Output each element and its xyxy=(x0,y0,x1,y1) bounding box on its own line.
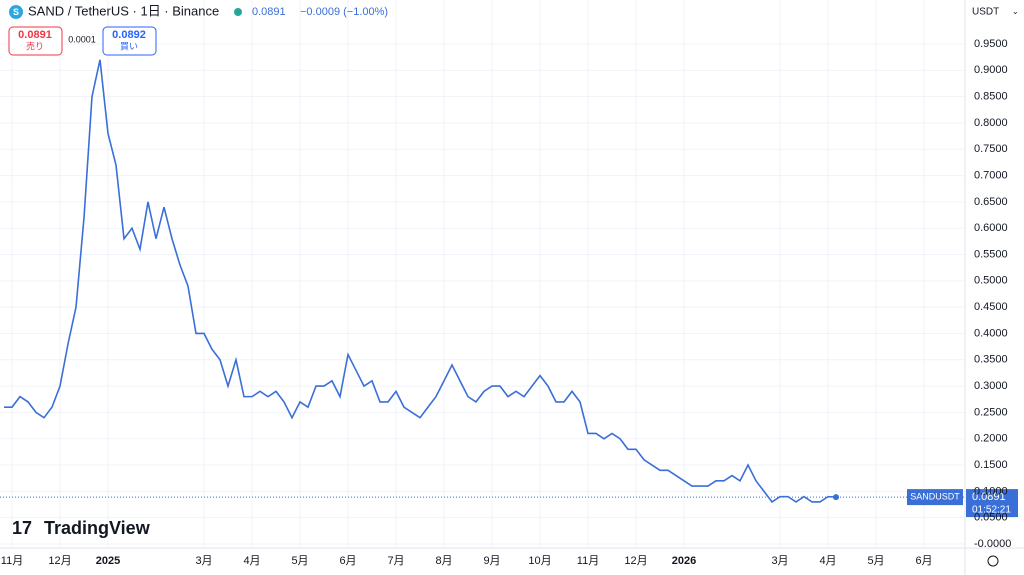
countdown: 01:52:21 xyxy=(972,505,1011,516)
y-tick-label: 0.0500 xyxy=(974,512,1008,524)
symbol-icon xyxy=(9,5,23,19)
x-tick-label: 3月 xyxy=(195,555,212,567)
y-tick-label: 0.7500 xyxy=(974,143,1008,155)
y-tick-label: 0.2000 xyxy=(974,433,1008,445)
x-tick-label: 2025 xyxy=(96,555,120,567)
x-tick-label: 12月 xyxy=(48,555,71,567)
dropdown-arrow: ⌄ xyxy=(1012,7,1019,16)
marks: SANDUSDT 0.0891 01:52:21 xyxy=(0,59,1018,518)
x-tick-label: 6月 xyxy=(915,555,932,567)
currency-button[interactable] xyxy=(967,2,1020,22)
y-tick-label: 0.1000 xyxy=(974,485,1008,497)
x-tick-label: 2026 xyxy=(672,555,696,567)
y-tick-label: 0.5000 xyxy=(974,275,1008,287)
buy-price: 0.0892 xyxy=(112,29,146,41)
currency: USDT xyxy=(972,7,999,18)
chart-title: SAND / TetherUS · 1日 · Binance xyxy=(28,3,219,18)
last-point xyxy=(833,494,839,501)
settings-icon[interactable] xyxy=(987,555,999,567)
y-tick-label: 0.1500 xyxy=(974,459,1008,471)
symbol-icon-letter: S xyxy=(13,7,19,17)
y-tick-label: 0.4000 xyxy=(974,327,1008,339)
y-tick-label: 0.9500 xyxy=(974,38,1008,50)
price-tag: 0.0891 xyxy=(972,491,1006,503)
logo: TradingView xyxy=(44,518,151,538)
y-tick-label: 0.6000 xyxy=(974,222,1008,234)
spread: 0.0001 xyxy=(68,34,96,44)
y-tick-label: -0.0000 xyxy=(974,538,1011,550)
sell-button[interactable] xyxy=(8,26,63,56)
price-tag-bg xyxy=(966,489,1018,518)
symbol-tag-bg xyxy=(907,489,963,506)
x-tick-label: 5月 xyxy=(867,555,884,567)
y-tick-label: 0.7000 xyxy=(974,169,1008,181)
sell-price: 0.0891 xyxy=(18,29,52,41)
x-tick-label: 4月 xyxy=(819,555,836,567)
x-tick-label: 8月 xyxy=(435,555,452,567)
last-price: 0.0891 xyxy=(252,6,286,18)
buy-button[interactable] xyxy=(102,26,157,56)
x-tick-label: 12月 xyxy=(624,555,647,567)
symbol-tag: SANDUSDT xyxy=(910,491,960,501)
x-tick-label: 11月 xyxy=(1,555,23,567)
buy-label: 買い xyxy=(120,41,138,51)
grid xyxy=(0,0,965,548)
x-tick-label: 3月 xyxy=(771,555,788,567)
x-tick-label: 6月 xyxy=(339,555,356,567)
x-tick-label: 11月 xyxy=(577,555,599,567)
x-tick-label: 4月 xyxy=(243,555,260,567)
x-tick-label: 10月 xyxy=(528,555,551,567)
y-tick-label: 0.5500 xyxy=(974,248,1008,260)
y-tick-label: 0.4500 xyxy=(974,301,1008,313)
sell-label: 売り xyxy=(26,40,44,51)
y-tick-label: 0.9000 xyxy=(974,64,1008,76)
x-tick-label: 9月 xyxy=(483,555,500,567)
logo-mark: 17 xyxy=(12,518,32,538)
y-tick-label: 0.3000 xyxy=(974,380,1008,392)
status-dot xyxy=(234,8,242,16)
y-tick-label: 0.8500 xyxy=(974,91,1008,103)
y-tick-label: 0.3500 xyxy=(974,354,1008,366)
x-tick-label: 5月 xyxy=(291,555,308,567)
y-tick-label: 0.2500 xyxy=(974,406,1008,418)
price-line xyxy=(4,59,837,503)
price-change: −0.0009 (−1.00%) xyxy=(300,6,388,18)
y-tick-label: 0.6500 xyxy=(974,196,1008,208)
y-tick-label: 0.8000 xyxy=(974,117,1008,129)
x-tick-label: 7月 xyxy=(387,555,404,567)
